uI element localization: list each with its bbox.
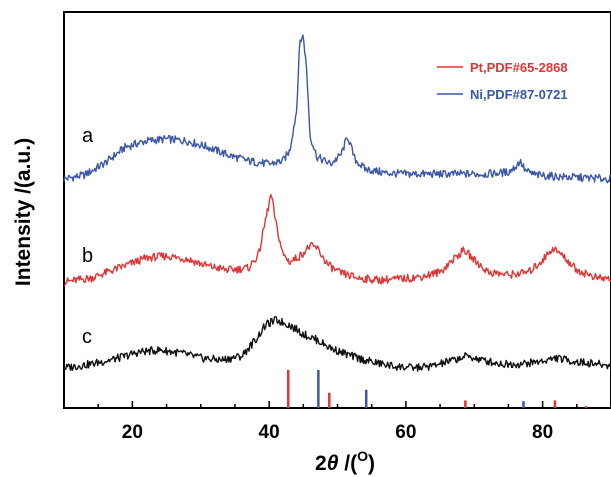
series-c-line (63, 316, 611, 372)
x-tick-label: 60 (395, 422, 416, 443)
series-a-label: a (82, 125, 94, 147)
series-b-line (63, 193, 611, 287)
x-axis-title-symbol: θ (327, 452, 339, 475)
legend-label-pt: Pt,PDF#65-2868 (470, 60, 568, 75)
x-tick-label: 20 (122, 422, 143, 443)
series-b-label: b (82, 245, 93, 267)
legend: Pt,PDF#65-2868 Ni,PDF#87-0721 (437, 60, 568, 102)
curves-layer: a b c (63, 34, 611, 372)
x-axis-title-prefix: 2 (315, 452, 327, 475)
x-axis-title-unit-open: /( (338, 452, 357, 475)
series-a-line (63, 34, 611, 184)
x-tick-label: 40 (259, 422, 280, 443)
x-tick-label: 80 (532, 422, 553, 443)
x-axis-title: 2θ /(O) (315, 448, 375, 475)
reference-lines-layer (287, 370, 587, 408)
x-axis: 20 40 60 80 (63, 401, 611, 443)
y-axis-title: Intensity /(a.u.) (12, 138, 35, 286)
x-axis-title-unit-close: ) (368, 452, 375, 475)
x-axis-title-unit-sup: O (357, 448, 368, 464)
series-c-label: c (82, 326, 92, 348)
legend-label-ni: Ni,PDF#87-0721 (470, 87, 568, 102)
